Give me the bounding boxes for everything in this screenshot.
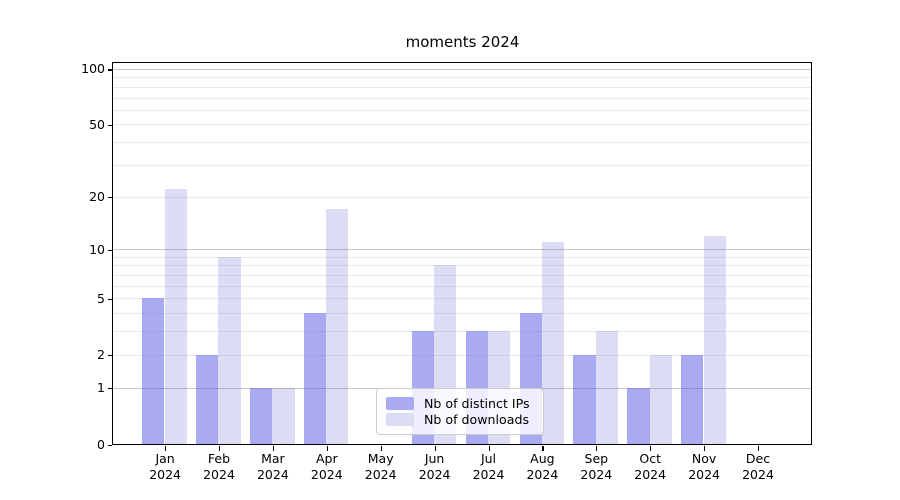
gridline-y10 [113,249,811,251]
y-tick-mark-10 [108,249,112,251]
x-tick-mark-feb [219,446,221,451]
x-tick-label-aug: Aug 2024 [526,451,559,482]
legend-item-distinct-ips: Nb of distinct IPs [386,396,534,411]
gridline-y5 [113,298,811,300]
gridline-y8 [113,265,811,267]
bar-downloads-feb [218,256,241,444]
gridline-y80 [113,86,811,88]
legend-item-downloads: Nb of downloads [386,412,534,427]
y-tick-label-100: 100 [81,61,105,77]
legend: Nb of distinct IPs Nb of downloads [376,388,544,435]
x-tick-label-feb: Feb 2024 [203,451,235,482]
y-tick-mark-5 [108,298,112,301]
x-tick-mark-apr [326,446,328,451]
gridline-y2 [113,354,811,356]
gridline-y30 [113,164,811,166]
y-tick-label-1: 1 [97,380,105,396]
gridline-y90 [113,77,811,79]
chart-title: moments 2024 [405,33,520,51]
x-tick-label-may: May 2024 [364,451,397,482]
bar-ips-nov [681,354,704,444]
bar-downloads-mar [272,387,295,444]
x-tick-mark-may [380,446,382,451]
bar-downloads-sep [595,331,618,444]
gridline-y4 [113,313,811,315]
x-tick-mark-aug [542,446,544,451]
y-tick-label-2: 2 [97,347,105,363]
x-tick-mark-nov [704,446,706,451]
x-tick-label-jul: Jul 2024 [472,451,505,482]
gridline-y6 [113,285,811,287]
x-tick-label-sep: Sep 2024 [580,451,613,482]
legend-swatch-downloads [386,413,414,427]
bar-ips-feb [196,354,219,444]
gridline-y50 [113,124,811,126]
bar-downloads-aug [541,242,565,444]
plot-area: Nb of distinct IPs Nb of downloads [112,62,812,445]
legend-label-downloads: Nb of downloads [424,412,530,428]
x-tick-mark-dec [758,446,760,451]
x-tick-mark-sep [596,446,598,451]
y-tick-mark-1 [108,388,112,390]
gridline-y20 [113,196,811,198]
y-tick-label-50: 50 [89,117,105,132]
x-tick-mark-jun [434,446,436,451]
gridline-y60 [113,109,811,111]
x-tick-label-jan: Jan 2024 [149,451,181,482]
gridline-y7 [113,275,811,276]
x-tick-label-oct: Oct 2024 [634,451,667,482]
gridline-y3 [113,331,811,333]
gridline-y100 [113,68,811,70]
x-tick-label-dec: Dec 2024 [742,451,774,482]
gridline-y70 [113,97,811,99]
x-tick-label-jun: Jun 2024 [418,451,451,482]
y-tick-label-10: 10 [89,241,105,257]
bar-downloads-jan [164,189,187,444]
x-tick-mark-jul [488,446,490,451]
y-tick-label-5: 5 [97,290,105,306]
y-tick-label-20: 20 [89,189,105,205]
y-tick-mark-0 [108,444,112,446]
y-tick-mark-50 [108,125,112,127]
bar-ips-sep [573,354,596,444]
legend-swatch-distinct-ips [386,396,414,410]
x-tick-mark-oct [650,446,652,451]
bar-ips-mar [250,387,273,444]
y-tick-mark-100 [108,69,112,71]
y-tick-mark-20 [108,197,112,199]
y-tick-label-0: 0 [97,436,105,452]
gridline-y40 [113,142,811,144]
x-tick-mark-jan [165,446,167,451]
x-tick-mark-mar [272,446,275,451]
legend-label-distinct-ips: Nb of distinct IPs [424,395,530,411]
x-tick-label-nov: Nov 2024 [688,451,720,482]
gridline-y9 [113,256,811,258]
bar-downloads-oct [649,354,672,444]
x-tick-label-mar: Mar 2024 [256,451,289,482]
bar-ips-apr [303,313,327,444]
bar-downloads-apr [326,209,349,444]
bar-downloads-nov [703,235,726,444]
bar-ips-oct [627,387,650,444]
x-tick-label-apr: Apr 2024 [310,451,343,482]
y-tick-mark-2 [108,355,112,357]
bar-ips-jan [142,298,165,444]
